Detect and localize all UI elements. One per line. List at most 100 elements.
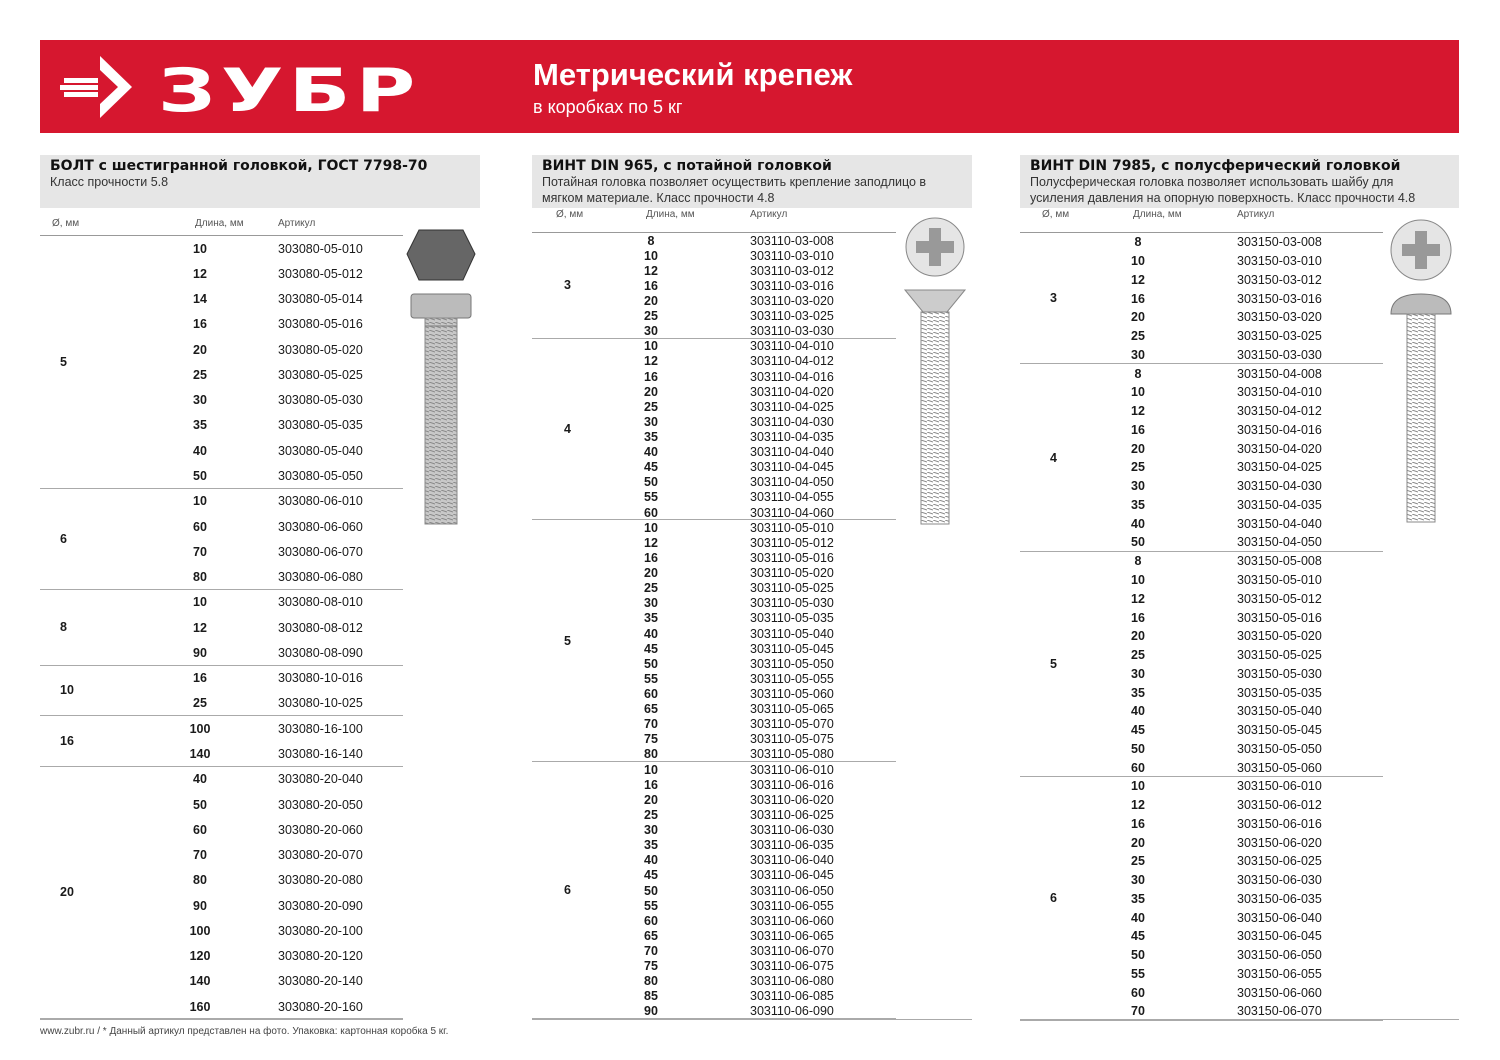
table-row: 55 303110-04-055 [532, 490, 896, 505]
table-row: 30 303150-03-030 [1020, 346, 1383, 365]
table-row: 20 303150-03-020 [1020, 308, 1383, 327]
table-row: 35 303110-04-035 [532, 429, 896, 444]
diameter-value: 10 [60, 683, 74, 698]
article-number: 303110-06-010 [750, 762, 834, 777]
length-value: 40 [1131, 910, 1145, 925]
article-number: 303150-06-020 [1237, 835, 1322, 850]
article-number: 303110-04-016 [750, 369, 834, 384]
length-value: 12 [1131, 272, 1145, 287]
diameter-value: 3 [1050, 291, 1057, 306]
diameter-value: 5 [60, 354, 67, 369]
length-value: 20 [1131, 835, 1145, 850]
article-number: 303080-16-140 [278, 746, 363, 761]
length-value: 16 [644, 369, 658, 384]
length-value: 10 [644, 520, 658, 535]
article-number: 303080-20-100 [278, 923, 363, 938]
section-description: Класс прочности 5.8 [50, 175, 169, 189]
article-number: 303150-04-016 [1237, 422, 1322, 437]
article-number: 303150-06-055 [1237, 966, 1322, 981]
article-number: 303150-03-012 [1237, 272, 1322, 287]
length-value: 40 [644, 445, 658, 460]
length-value: 60 [644, 505, 658, 520]
length-value: 10 [644, 248, 658, 263]
table-row: 20 303110-04-020 [532, 384, 896, 399]
length-value: 16 [1131, 816, 1145, 831]
diameter-group: 5 10 303080-05-010 12 303080-05-012 14 303080-… [40, 236, 403, 489]
table-row: 10 303080-06-010 [40, 489, 403, 514]
table-row: 25 303150-05-025 [1020, 646, 1383, 665]
article-number: 303150-05-060 [1237, 760, 1322, 775]
table-row: 25 303110-03-025 [532, 309, 896, 324]
section-header: ВИНТ DIN 7985, с полусферический головко… [1020, 155, 1459, 208]
length-value: 10 [193, 494, 207, 509]
diameter-group: 16 100 303080-16-100 140 303080-16-140 [40, 716, 403, 767]
length-value: 100 [189, 923, 211, 938]
page-title: Метрический крепеж [533, 57, 853, 92]
length-value: 20 [644, 293, 658, 308]
column-header: Длина, мм [195, 218, 244, 229]
article-number: 303110-05-065 [750, 702, 834, 717]
article-number: 303150-06-070 [1237, 1004, 1322, 1019]
section-title: БОЛТ с шестигранной головкой, ГОСТ 7798-… [50, 158, 428, 174]
article-number: 303150-04-012 [1237, 404, 1322, 419]
article-number: 303110-05-025 [750, 581, 834, 596]
length-value: 35 [193, 418, 207, 433]
article-number: 303150-05-025 [1237, 648, 1322, 663]
length-value: 16 [644, 777, 658, 792]
length-value: 35 [644, 611, 658, 626]
length-value: 25 [1131, 854, 1145, 869]
length-value: 16 [193, 671, 207, 686]
length-value: 16 [1131, 610, 1145, 625]
length-value: 8 [1134, 554, 1142, 569]
table-row: 50 303150-05-050 [1020, 739, 1383, 758]
length-value: 16 [644, 551, 658, 566]
table-row: 20 303080-05-020 [40, 337, 403, 362]
length-value: 12 [1131, 798, 1145, 813]
table-row: 20 303150-05-020 [1020, 627, 1383, 646]
article-number: 303110-06-070 [750, 944, 834, 959]
table-row: 16 303150-05-016 [1020, 608, 1383, 627]
length-value: 8 [647, 233, 655, 248]
length-value: 75 [644, 959, 658, 974]
diameter-value: 20 [60, 885, 74, 900]
hex-bolt-photo [406, 229, 476, 525]
length-value: 80 [193, 873, 207, 888]
table-row: 10 303150-06-010 [1020, 777, 1383, 796]
article-number: 303080-16-100 [278, 721, 363, 736]
article-number: 303110-06-060 [750, 913, 834, 928]
length-value: 10 [1131, 254, 1145, 269]
length-value: 45 [644, 460, 658, 475]
article-number: 303150-05-045 [1237, 723, 1322, 738]
length-value: 140 [189, 974, 211, 989]
table-row: 55 303110-05-055 [532, 671, 896, 686]
length-value: 25 [193, 367, 207, 382]
length-value: 8 [1134, 235, 1142, 250]
length-value: 10 [644, 762, 658, 777]
length-value: 30 [644, 324, 658, 339]
article-number: 303110-03-025 [750, 309, 834, 324]
table-row: 45 303110-04-045 [532, 460, 896, 475]
diameter-value: 16 [60, 733, 74, 748]
table-row: 70 303150-06-070 [1020, 1002, 1383, 1021]
product-table: 3 8 303110-03-008 10 303110-03-010 12 303110-0… [532, 232, 896, 1020]
length-value: 20 [644, 792, 658, 807]
table-row: 25 303110-04-025 [532, 399, 896, 414]
length-value: 35 [1131, 891, 1145, 906]
table-row: 10 303080-05-010 [40, 236, 403, 261]
table-row: 40 303150-04-040 [1020, 514, 1383, 533]
length-value: 55 [644, 898, 658, 913]
table-row: 60 303110-04-060 [532, 505, 896, 520]
table-row: 25 303150-06-025 [1020, 852, 1383, 871]
length-value: 80 [644, 747, 658, 762]
table-row: 10 303150-03-010 [1020, 252, 1383, 271]
length-value: 90 [193, 645, 207, 660]
length-value: 45 [644, 868, 658, 883]
table-row: 40 303080-05-040 [40, 438, 403, 463]
table-row: 75 303110-06-075 [532, 959, 896, 974]
diameter-value: 5 [1050, 656, 1057, 671]
article-number: 303110-06-020 [750, 792, 834, 807]
length-value: 12 [644, 535, 658, 550]
article-number: 303150-06-012 [1237, 798, 1322, 813]
table-row: 12 303110-04-012 [532, 354, 896, 369]
length-value: 70 [193, 544, 207, 559]
